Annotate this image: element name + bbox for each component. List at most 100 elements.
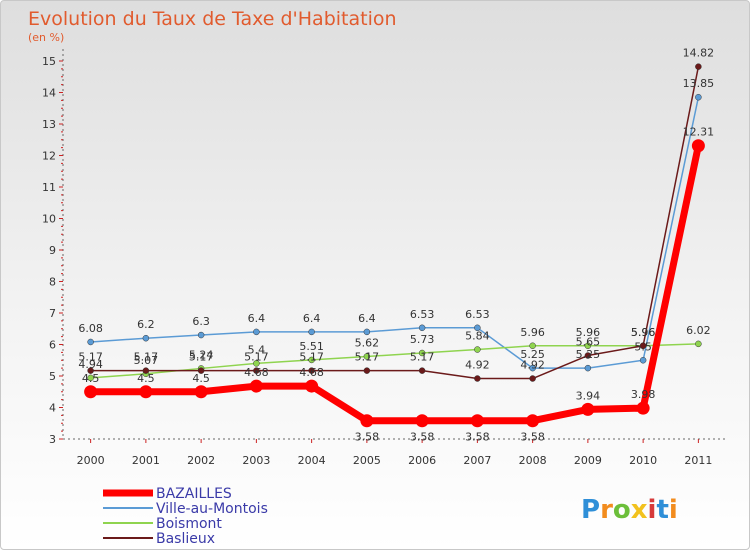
data-point bbox=[197, 367, 205, 374]
logo-letter: x bbox=[631, 495, 648, 525]
data-label: 6.4 bbox=[248, 312, 266, 325]
data-label: 14.82 bbox=[683, 47, 715, 60]
y-tick-label: 15 bbox=[42, 55, 56, 68]
data-point bbox=[526, 414, 540, 428]
data-point bbox=[249, 379, 263, 393]
data-point bbox=[695, 93, 702, 101]
data-point bbox=[360, 414, 374, 428]
data-point bbox=[253, 328, 260, 336]
data-point bbox=[636, 401, 650, 415]
data-label: 6.3 bbox=[192, 315, 210, 328]
data-point bbox=[470, 414, 484, 428]
data-point bbox=[87, 338, 94, 346]
data-point bbox=[194, 385, 208, 399]
data-label: 3.58 bbox=[520, 431, 545, 444]
data-point bbox=[418, 367, 426, 374]
data-label: 5.96 bbox=[576, 326, 601, 339]
data-point bbox=[197, 331, 205, 339]
data-label: 4.5 bbox=[192, 372, 210, 385]
y-tick-label: 7 bbox=[49, 307, 56, 320]
data-label: 5.25 bbox=[520, 348, 545, 361]
data-point bbox=[474, 375, 481, 382]
axes-group: 3 4 5 6 7 8 9 10 11 12 13 14 15 2000 2001 2002 2003 2004 2… bbox=[42, 49, 726, 467]
data-label: 5.24 bbox=[189, 348, 214, 361]
data-point bbox=[581, 402, 595, 416]
data-label: 5.17 bbox=[299, 351, 324, 364]
y-tick-label: 8 bbox=[49, 276, 56, 289]
data-point bbox=[584, 342, 592, 350]
y-tick-label: 6 bbox=[49, 339, 56, 352]
data-point bbox=[695, 340, 702, 348]
legend-label: Baslieux bbox=[156, 531, 215, 547]
y-tick-label: 13 bbox=[42, 118, 56, 131]
data-label: 5.65 bbox=[576, 336, 601, 349]
data-point bbox=[691, 139, 705, 153]
data-point bbox=[639, 357, 647, 364]
x-tick-label: 2011 bbox=[684, 454, 712, 467]
data-label: 5.25 bbox=[576, 348, 601, 361]
data-label: 4.68 bbox=[244, 366, 269, 379]
data-label: 5.96 bbox=[520, 326, 545, 339]
logo-letter: t bbox=[656, 495, 668, 525]
data-point bbox=[584, 364, 592, 372]
y-tick-label: 9 bbox=[49, 244, 56, 257]
data-point bbox=[695, 63, 702, 70]
chart-subtitle: (en %) bbox=[28, 31, 64, 44]
data-point bbox=[84, 385, 98, 399]
series-line-1 bbox=[90, 97, 700, 369]
data-point bbox=[418, 349, 426, 357]
y-tick-label: 11 bbox=[42, 181, 56, 194]
data-point bbox=[474, 324, 481, 332]
data-label: 3.94 bbox=[576, 389, 601, 402]
x-tick-label: 2003 bbox=[242, 454, 270, 467]
data-point bbox=[308, 356, 315, 364]
data-label: 4.92 bbox=[520, 359, 545, 372]
data-label: 6.4 bbox=[303, 312, 321, 325]
data-point bbox=[253, 367, 260, 374]
x-tick-label: 2001 bbox=[132, 454, 160, 467]
data-point bbox=[87, 367, 94, 374]
y-tick-label: 4 bbox=[49, 402, 56, 415]
x-tick-label: 2009 bbox=[574, 454, 602, 467]
data-point bbox=[639, 342, 647, 350]
proxiti-logo: Proxiti bbox=[581, 495, 678, 525]
data-label: 12.31 bbox=[683, 126, 715, 139]
data-label: 3.58 bbox=[355, 431, 380, 444]
data-label: 6.4 bbox=[358, 312, 376, 325]
data-point bbox=[415, 414, 429, 428]
y-tick-label: 3 bbox=[49, 433, 56, 446]
series-lines-group bbox=[90, 66, 702, 425]
data-point bbox=[142, 367, 150, 374]
data-label: 4.5 bbox=[137, 372, 155, 385]
data-point bbox=[418, 324, 426, 332]
data-point bbox=[363, 328, 371, 336]
data-label: 4.94 bbox=[78, 358, 103, 371]
data-point bbox=[142, 334, 150, 342]
series-points-group bbox=[84, 63, 705, 428]
series-line-0 bbox=[90, 145, 702, 425]
data-point bbox=[529, 375, 536, 382]
logo-letter: i bbox=[669, 495, 678, 525]
data-label: 4.68 bbox=[299, 366, 324, 379]
data-label: 5.17 bbox=[410, 351, 435, 364]
x-tick-label: 2002 bbox=[187, 454, 215, 467]
x-tick-label: 2000 bbox=[77, 454, 105, 467]
data-point bbox=[87, 374, 94, 382]
data-label: 5.96 bbox=[631, 326, 656, 339]
data-label: 5.5 bbox=[634, 340, 652, 353]
data-label: 6.2 bbox=[137, 318, 155, 331]
y-tick-label: 14 bbox=[42, 87, 56, 100]
data-label: 13.85 bbox=[683, 77, 715, 90]
y-tick-label: 12 bbox=[42, 150, 56, 163]
y-tick-label: 5 bbox=[49, 370, 56, 383]
logo-letter: o bbox=[613, 495, 631, 525]
logo-letter: r bbox=[600, 495, 613, 525]
data-label: 3.58 bbox=[410, 431, 435, 444]
data-point bbox=[529, 364, 536, 372]
data-label: 5.4 bbox=[248, 343, 266, 356]
x-tick-label: 2008 bbox=[519, 454, 547, 467]
data-point bbox=[305, 379, 319, 393]
data-label: 6.02 bbox=[686, 324, 711, 337]
logo-letter: i bbox=[648, 495, 657, 525]
